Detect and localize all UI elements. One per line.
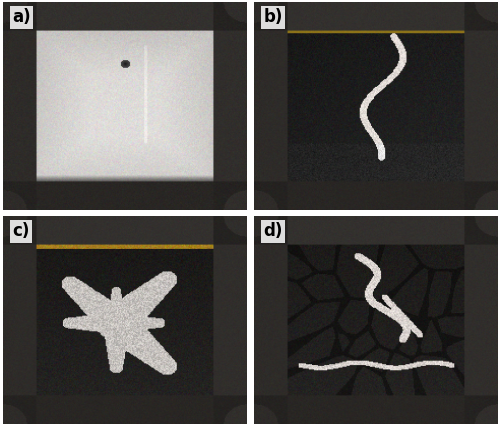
Text: d): d) (264, 222, 283, 240)
Text: b): b) (264, 9, 283, 26)
Text: c): c) (12, 222, 29, 240)
Text: a): a) (12, 9, 31, 26)
